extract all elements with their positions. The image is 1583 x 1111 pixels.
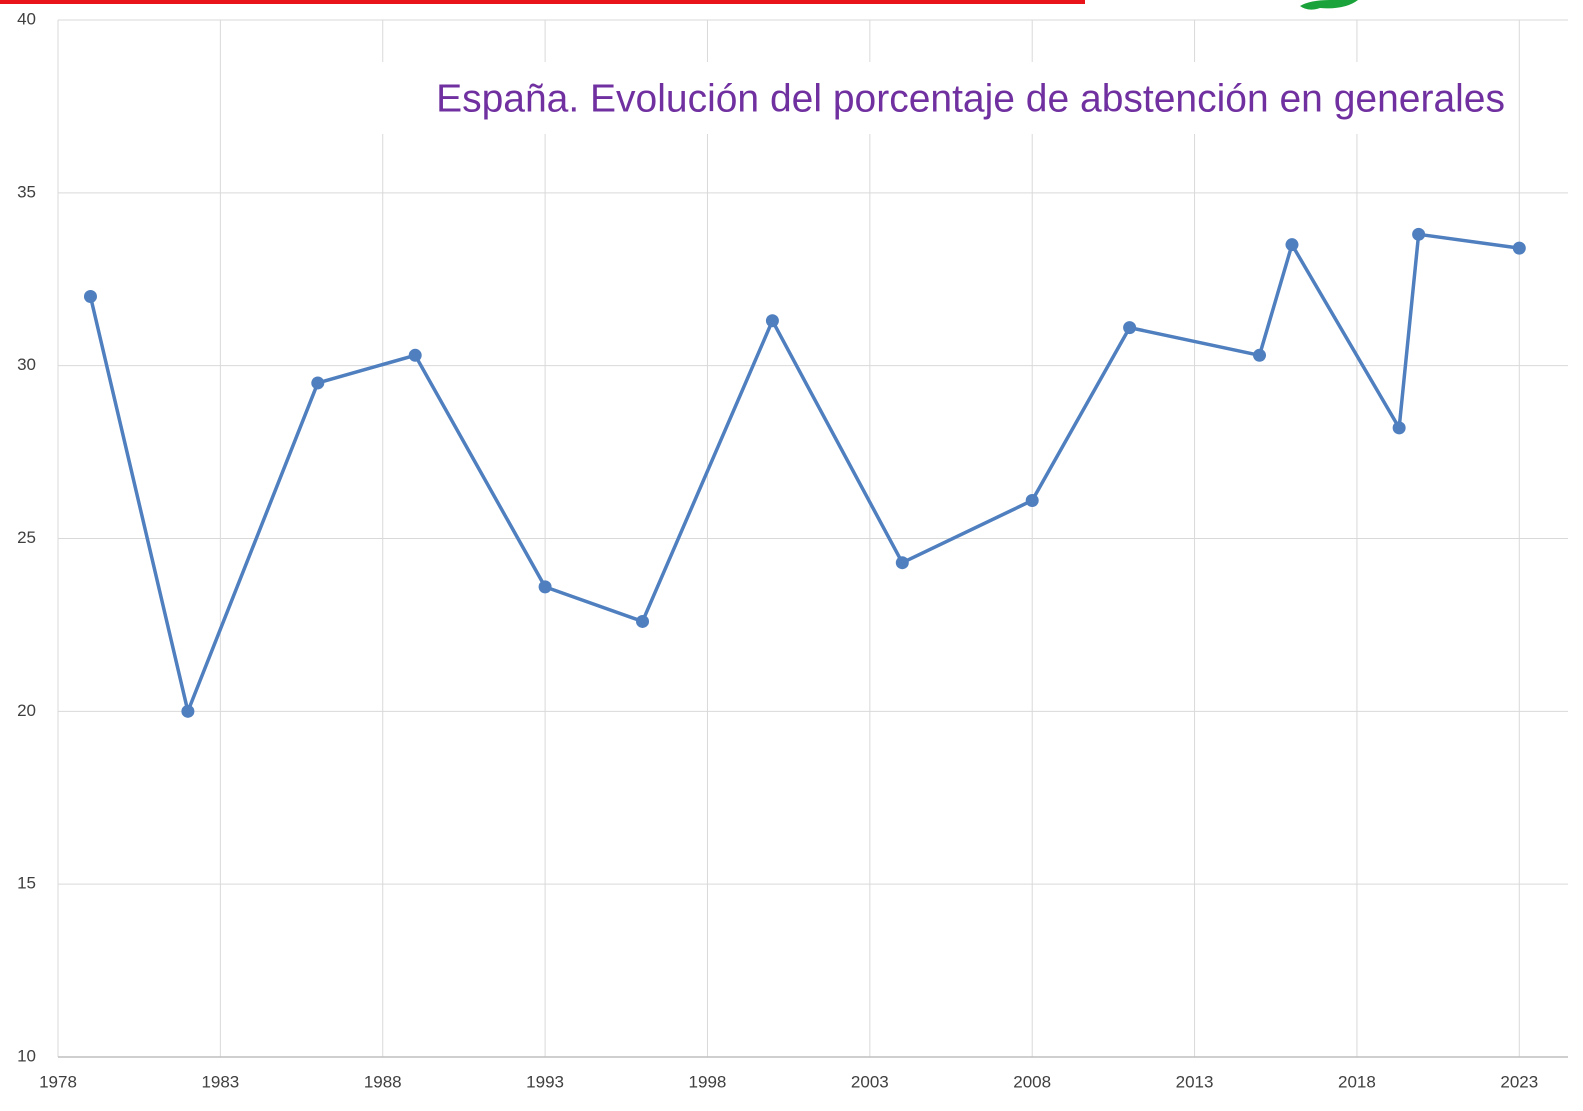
decor-shape (1300, 0, 1358, 10)
y-tick-label: 20 (17, 701, 36, 720)
y-tick-label: 35 (17, 182, 36, 201)
point (83, 290, 97, 304)
point (1392, 421, 1406, 435)
title-background (325, 62, 1515, 134)
y-tick-label: 25 (17, 528, 36, 547)
point (181, 704, 195, 718)
point (895, 556, 909, 570)
point (1285, 238, 1299, 252)
point (1025, 493, 1039, 507)
point (1123, 321, 1137, 335)
x-tick-label: 2018 (1338, 1072, 1376, 1091)
x-tick-label: 1998 (689, 1072, 727, 1091)
x-tick-label: 2013 (1176, 1072, 1214, 1091)
marks (83, 227, 1526, 718)
point (1253, 348, 1267, 362)
series-line (88, 232, 1520, 714)
point (1412, 227, 1426, 241)
point (636, 614, 650, 628)
point (1512, 241, 1526, 255)
x-tick-label: 1983 (201, 1072, 239, 1091)
x-tick-label: 2008 (1013, 1072, 1051, 1091)
chart-title: España. Evolución del porcentaje de abst… (436, 77, 1505, 120)
point (538, 580, 552, 594)
x-tick-label: 1993 (526, 1072, 564, 1091)
point (311, 376, 325, 390)
point (765, 314, 779, 328)
point (408, 348, 422, 362)
y-tick-label: 30 (17, 355, 36, 374)
grid: 10 15 20 25 30 35 40 1978 1983 1988 1993 1998 2003 20… (17, 9, 1568, 1091)
x-tick-label: 1988 (364, 1072, 402, 1091)
x-tick-label: 1978 (39, 1072, 77, 1091)
x-tick-label: 2023 (1500, 1072, 1538, 1091)
y-tick-label: 10 (17, 1046, 36, 1065)
x-tick-label: 2003 (851, 1072, 889, 1091)
y-tick-label: 40 (17, 9, 36, 28)
y-tick-label: 15 (17, 874, 36, 893)
